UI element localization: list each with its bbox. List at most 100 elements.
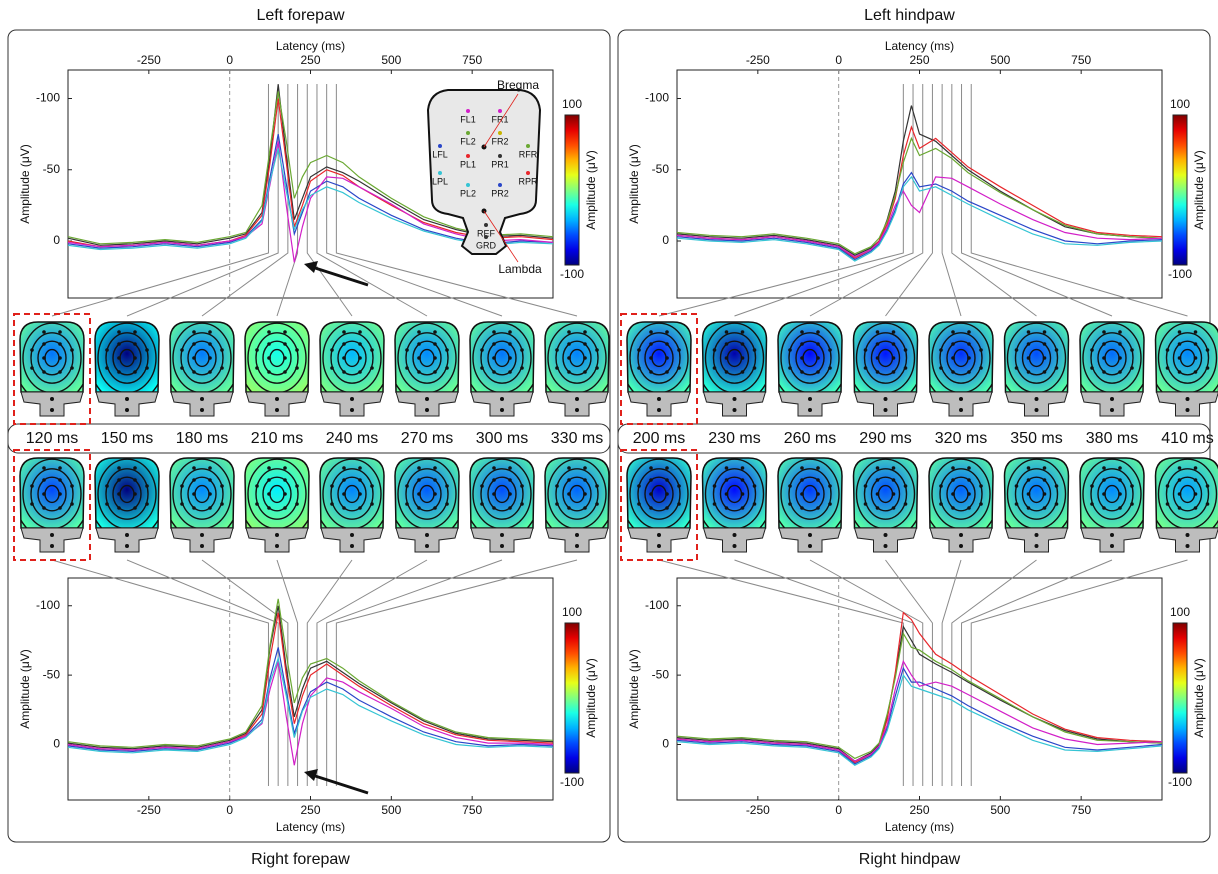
- electrode-dot: [105, 348, 109, 352]
- electrode-dot: [939, 366, 943, 370]
- contours: [853, 458, 918, 528]
- trace: [67, 647, 554, 753]
- electrode-dot: [567, 466, 571, 470]
- electrode-dot: [1118, 330, 1122, 334]
- electrode-dot: [567, 492, 571, 496]
- electrode-dot: [903, 366, 908, 370]
- electrode-dot: [1165, 366, 1170, 370]
- electrode-dot: [788, 348, 792, 352]
- electrode-dot: [583, 492, 587, 496]
- electrode-dot: [358, 330, 362, 334]
- electrode-dot: [70, 502, 74, 506]
- time-marker: [316, 84, 428, 317]
- topomap-base: [245, 527, 309, 553]
- x-axis-label: Latency (ms): [885, 39, 954, 53]
- electrode-dot: [1102, 478, 1106, 482]
- electrode-dot: [342, 370, 346, 374]
- electrode-dot: [342, 492, 346, 496]
- electrode-dot: [567, 370, 571, 374]
- contour: [637, 332, 681, 384]
- electrode-dot: [740, 370, 745, 374]
- electrode-dot: [665, 370, 669, 374]
- x-tick-label: 500: [990, 803, 1010, 817]
- electrode-dot: [1193, 342, 1198, 346]
- time-marker: [970, 84, 1188, 317]
- electrode-dot: [358, 506, 362, 510]
- topomap-base: [778, 391, 842, 417]
- electrode-dot: [1118, 506, 1122, 510]
- electrode-dot: [275, 397, 279, 401]
- time-marker: [951, 84, 1037, 317]
- contour: [255, 468, 299, 520]
- lambda-label: Lambda: [498, 262, 542, 276]
- electrode-dot: [145, 484, 149, 488]
- electrode-label: FL1: [460, 114, 476, 124]
- colorbar: [564, 114, 580, 266]
- trace: [676, 666, 1163, 765]
- electrode-dot: [200, 397, 204, 401]
- contour: [30, 468, 74, 520]
- electrode-dot: [788, 502, 792, 506]
- contour: [712, 468, 757, 520]
- contour: [1006, 322, 1067, 392]
- electrode-dot: [712, 348, 717, 352]
- electrode-dot: [712, 484, 717, 488]
- electrode-dot: [492, 342, 496, 346]
- electrode-dot: [520, 484, 524, 488]
- time-label: 180 ms: [176, 430, 228, 447]
- electrode-dot: [445, 484, 449, 488]
- panel-title: Right hindpaw: [859, 851, 961, 868]
- electrode-dot: [433, 506, 437, 510]
- electrode-dot: [1118, 466, 1122, 470]
- trace: [67, 598, 554, 748]
- electrode-dot: [979, 502, 983, 506]
- electrode-dot: [875, 478, 880, 482]
- electrode-dot: [891, 466, 896, 470]
- time-marker: [276, 559, 299, 786]
- electrode-dot: [117, 492, 121, 496]
- electrode-dot: [342, 356, 346, 360]
- electrode-dot: [732, 533, 737, 537]
- contour: [863, 468, 908, 520]
- topomap-base: [853, 391, 918, 417]
- electrode-dot: [275, 408, 279, 412]
- electrode-dot: [903, 484, 908, 488]
- electrode-dot: [180, 366, 184, 370]
- electrode-dot: [342, 478, 346, 482]
- electrode-dot: [1102, 330, 1106, 334]
- contour: [931, 322, 991, 392]
- electrode-dot: [951, 492, 955, 496]
- x-tick-label: 0: [226, 803, 233, 817]
- bregma-label: Bregma: [497, 78, 539, 92]
- electrode-dot: [649, 356, 653, 360]
- electrode-dot: [342, 466, 346, 470]
- contour: [97, 458, 157, 528]
- electrode-dot: [255, 366, 259, 370]
- time-marker: [335, 84, 578, 317]
- electrode-dot: [192, 506, 196, 510]
- electrode-dot: [1102, 492, 1106, 496]
- time-label: 290 ms: [859, 430, 911, 447]
- electrode-dot: [283, 356, 287, 360]
- contour: [855, 458, 916, 528]
- electrode-dot: [891, 506, 896, 510]
- electrode-dot: [58, 466, 62, 470]
- electrode-label: LFL: [432, 149, 448, 159]
- arrow: [311, 773, 369, 795]
- electrode-dot: [42, 478, 46, 482]
- electrode-dot: [425, 397, 429, 401]
- electrode-dot: [863, 502, 868, 506]
- electrode-dot: [1118, 478, 1122, 482]
- x-tick-label: 750: [462, 53, 482, 67]
- electrode-dot: [405, 366, 409, 370]
- electrode-dot: [967, 330, 971, 334]
- time-label: 210 ms: [251, 430, 303, 447]
- time-label: 240 ms: [326, 430, 378, 447]
- electrode-dot: [342, 506, 346, 510]
- contour: [487, 340, 517, 376]
- contour: [472, 322, 532, 392]
- contour: [946, 340, 976, 376]
- electrode-dot: [903, 502, 908, 506]
- electrode-dot: [1185, 408, 1190, 412]
- electrode-dot: [828, 366, 832, 370]
